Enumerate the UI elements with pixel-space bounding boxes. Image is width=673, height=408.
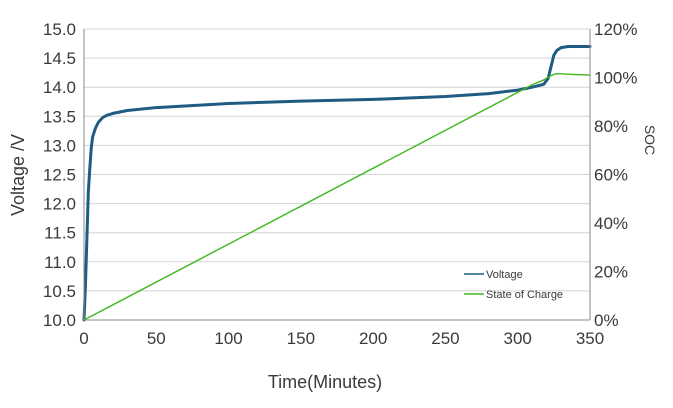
axes bbox=[83, 29, 591, 321]
legend: Voltage State of Charge bbox=[464, 269, 563, 301]
y-tick-label: 10.5 bbox=[43, 282, 76, 301]
y-tick-label: 12.0 bbox=[43, 195, 76, 214]
y2-tick-label: 100% bbox=[594, 69, 637, 88]
x-tick-label: 300 bbox=[504, 329, 532, 348]
y2-tick-label: 120% bbox=[594, 20, 637, 39]
y-tick-label: 13.0 bbox=[43, 136, 76, 155]
soc-line bbox=[83, 73, 591, 321]
y-tick-label: 15.0 bbox=[43, 20, 76, 39]
series-layer bbox=[82, 44, 592, 322]
y-axis-title: Voltage /V bbox=[8, 134, 28, 216]
tick-labels: 10.0 10.5 11.0 11.5 12.0 12.5 13.0 13.5 14.0 14.5… bbox=[43, 20, 638, 348]
legend-label-voltage: Voltage bbox=[486, 269, 523, 281]
x-tick-label: 50 bbox=[147, 329, 166, 348]
x-tick-label: 150 bbox=[287, 329, 315, 348]
x-tick-label: 350 bbox=[576, 329, 604, 348]
y-tick-label: 12.5 bbox=[43, 166, 76, 185]
grid-lines bbox=[84, 28, 590, 321]
y-tick-label: 11.5 bbox=[44, 224, 76, 243]
x-tick-label: 100 bbox=[214, 329, 242, 348]
x-tick-label: 0 bbox=[79, 329, 88, 348]
y2-tick-label: 40% bbox=[594, 214, 628, 233]
y-tick-label: 14.0 bbox=[43, 78, 76, 97]
legend-label-soc: State of Charge bbox=[486, 289, 563, 301]
y2-tick-label: 80% bbox=[594, 117, 628, 136]
y-tick-label: 10.0 bbox=[43, 311, 76, 330]
y2-tick-label: 0% bbox=[594, 311, 619, 330]
y2-axis-title: SOC bbox=[642, 125, 658, 155]
y-tick-label: 11.0 bbox=[44, 253, 76, 272]
x-tick-label: 200 bbox=[359, 329, 387, 348]
x-tick-label: 250 bbox=[431, 329, 459, 348]
y-tick-label: 14.5 bbox=[43, 49, 76, 68]
y2-tick-label: 20% bbox=[594, 263, 628, 282]
y2-tick-label: 60% bbox=[594, 166, 628, 185]
y-tick-label: 13.5 bbox=[43, 107, 76, 126]
voltage-line bbox=[82, 44, 592, 322]
x-axis-title: Time(Minutes) bbox=[268, 372, 382, 392]
